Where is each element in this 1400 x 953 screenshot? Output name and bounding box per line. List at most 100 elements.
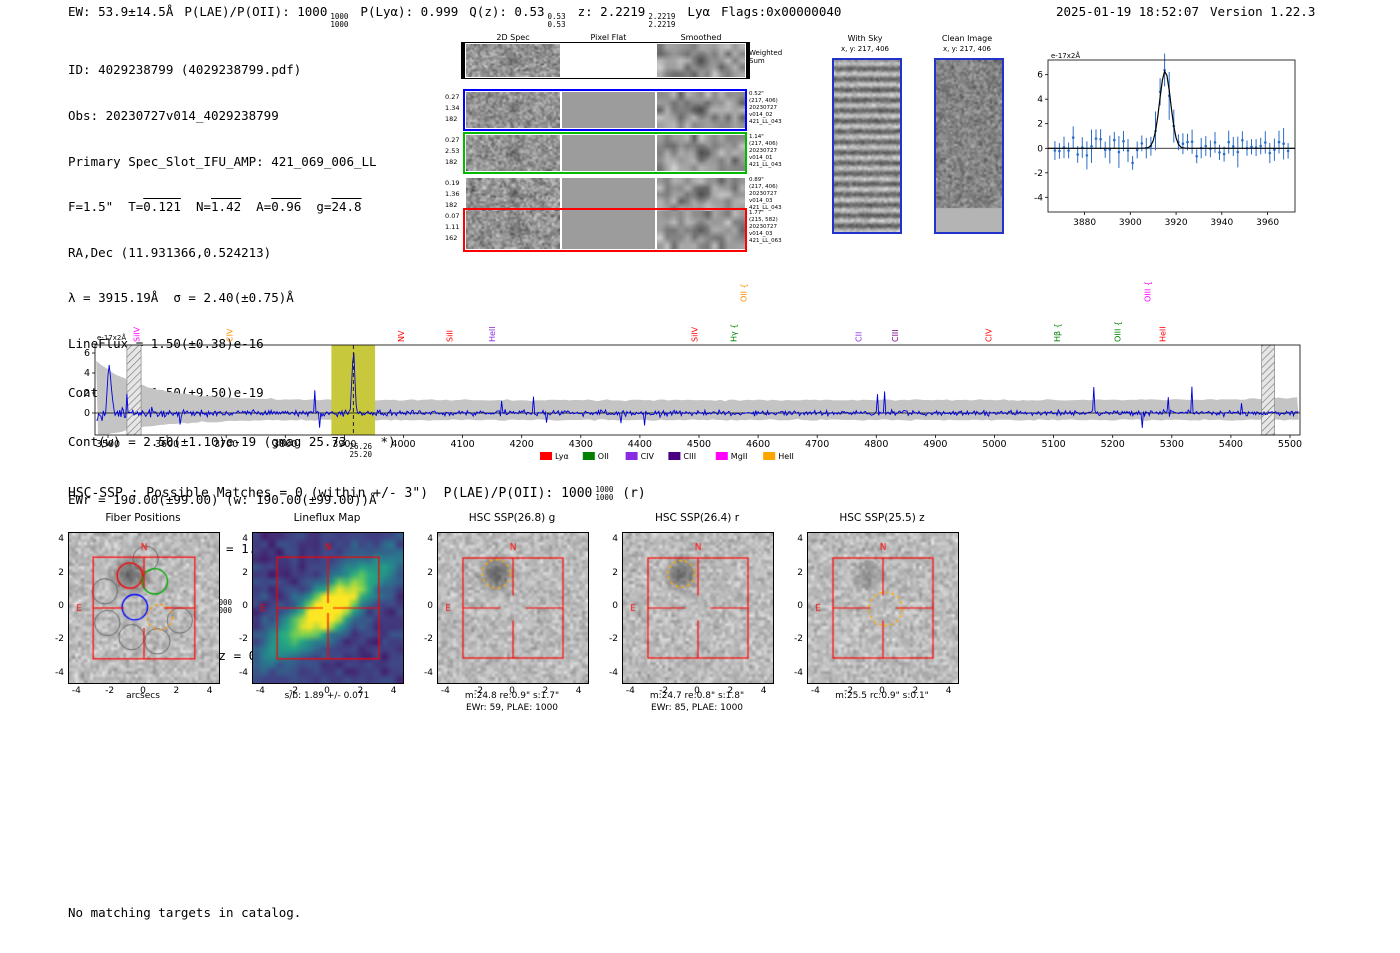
- with-sky-image: [832, 58, 902, 234]
- spec2d-fiber2-pixelflat-image: [562, 135, 655, 171]
- svg-text:3900: 3900: [1119, 218, 1142, 228]
- svg-text:5100: 5100: [1042, 439, 1066, 450]
- wavelength-sigma: λ = 3915.19Å σ = 2.40(±0.75)Å: [68, 290, 294, 306]
- cutout-xtick-label: -2: [844, 686, 854, 696]
- hsc-z-title: HSC SSP(25.5) z: [839, 512, 925, 524]
- lineflux-map-title: Lineflux Map: [293, 512, 361, 524]
- emission-line-label: CIII: [891, 329, 900, 342]
- clean-image: [934, 58, 1004, 234]
- clean-image-xy: x, y: 217, 406: [943, 45, 991, 53]
- full-spectrum-plot: 0 2 4 6 3500 3600 3700 3800 3900 4000 4100 4200 4300…: [60, 268, 1350, 468]
- emission-line-label: SiIV: [690, 326, 699, 342]
- cutout-ytick-label: 4: [427, 534, 433, 545]
- svg-text:4300: 4300: [569, 439, 593, 450]
- hsc-g-ewr-caption: EWr: 59, PLAE: 1000: [465, 703, 559, 713]
- svg-text:4100: 4100: [451, 439, 475, 450]
- cutout-ytick-label: 2: [242, 567, 248, 578]
- spectrum-legend: Lyα OII CIV CIII MgII HeII: [540, 452, 794, 461]
- svg-text:e-17x2Å: e-17x2Å: [97, 333, 126, 342]
- cutout-ytick-label: 4: [797, 534, 803, 545]
- cutout-xtick-label: 4: [945, 686, 952, 696]
- col-header-pixel-flat: Pixel Flat: [590, 33, 627, 42]
- cutout-xtick-label: 0: [324, 686, 330, 696]
- cutout-ytick-label: 2: [427, 567, 433, 578]
- svg-text:3940: 3940: [1210, 218, 1233, 228]
- report-version: Version 1.22.3: [1210, 4, 1316, 19]
- svg-text:3700: 3700: [214, 439, 238, 450]
- svg-text:3900: 3900: [332, 439, 356, 450]
- emission-line-label: CIV: [985, 328, 994, 342]
- plae-range: 1000 1000: [330, 12, 349, 29]
- cutout-xtick-label: 4: [760, 686, 767, 696]
- emission-line-label: OII {: [739, 283, 748, 302]
- cutout-xtick-label: 2: [542, 686, 549, 696]
- hsc-r-caption: m:24.7 re:0.8" s:1.8": [649, 691, 745, 701]
- flags-value: Flags:0x00000040: [721, 4, 842, 19]
- cutout-ytick-label: -4: [424, 667, 433, 678]
- ra-dec: RA,Dec (11.931366,0.524213): [68, 244, 272, 260]
- fiber2-meta: 1.14" (217, 406) 20230727 v014_01 421_LL…: [749, 134, 782, 168]
- svg-text:5200: 5200: [1101, 439, 1125, 450]
- emission-line-label: CII: [855, 332, 864, 342]
- fiber1-weights: 0.27 1.34 182: [445, 93, 460, 123]
- header-datetime-line: 2025-01-19 18:52:07 Version 1.22.3: [1056, 4, 1315, 19]
- emission-line-label: Hβ {: [1053, 323, 1062, 342]
- svg-text:3600: 3600: [155, 439, 179, 450]
- blank-row-note: Row intentionally blank.: [68, 952, 301, 953]
- cutout-ytick-label: 0: [58, 601, 64, 611]
- cont-w-value: Cont(w) = 2.50(±1.10)e-19 (gmag 25.73 26.…: [68, 434, 396, 459]
- emission-line-label: OIII {: [1144, 281, 1153, 302]
- cutout-ytick-label: 4: [58, 534, 64, 545]
- svg-text:4: 4: [1037, 95, 1043, 105]
- svg-text:6: 6: [1037, 71, 1043, 81]
- p-lya-value: P(Lyα): 0.999: [360, 4, 459, 19]
- svg-text:5500: 5500: [1278, 439, 1302, 450]
- cutout-ytick-label: -2: [609, 634, 618, 645]
- cutout-ytick-label: -2: [55, 634, 64, 645]
- fiber-positions-title: Fiber Positions: [105, 512, 181, 524]
- cutout-ytick-label: -4: [794, 667, 803, 678]
- svg-text:3800: 3800: [273, 439, 297, 450]
- hsc-r-title: HSC SSP(26.4) r: [654, 512, 740, 524]
- cutout-xtick-label: -4: [440, 686, 450, 696]
- cutout-xtick-label: -2: [474, 686, 484, 696]
- emission-line-label: OIII {: [1113, 321, 1122, 342]
- svg-text:4500: 4500: [687, 439, 711, 450]
- cutout-xtick-label: 0: [879, 686, 885, 696]
- cutout-xtick-label: 2: [727, 686, 734, 696]
- svg-text:HeII: HeII: [778, 452, 794, 461]
- emission-line-label: HeII: [1158, 326, 1167, 342]
- emission-line-label: SiII: [446, 330, 455, 342]
- svg-text:MgII: MgII: [731, 452, 748, 461]
- cutout-ytick-label: 0: [427, 601, 433, 611]
- emission-line-label: SiIV: [132, 326, 141, 342]
- hsc-plae-range: 1000 1000: [595, 485, 614, 502]
- spec2d-fiber1-smoothed-image: [657, 92, 745, 128]
- hsc-g-title: HSC SSP(26.8) g: [468, 512, 556, 524]
- ewr-value: EWr = 190.00(±99.00) (w: 190.00(±99.00))…: [68, 492, 377, 508]
- svg-text:0: 0: [84, 408, 90, 419]
- col-header-smoothed: Smoothed: [680, 33, 722, 42]
- plae2-range: 1000 1000: [214, 598, 233, 615]
- fiber4-weights: 0.07 1.11 162: [445, 212, 460, 242]
- spec2d-weighted-2dspec-image: [466, 44, 560, 77]
- with-sky-xy: x, y: 217, 406: [841, 45, 889, 53]
- svg-text:-2: -2: [1034, 169, 1043, 179]
- svg-text:3500: 3500: [96, 439, 120, 450]
- cutout-xtick-label: 4: [206, 686, 213, 696]
- cutout-ytick-label: -4: [609, 667, 618, 678]
- fiber-positions-xlabel: arcsecs: [126, 691, 160, 701]
- lineflux-value: LineFlux = 1.50(±0.38)e-16: [68, 336, 264, 352]
- footer-notes: No matching targets in catalog. Row inte…: [68, 874, 301, 953]
- spec2d-fiber3-2dspec-image: [466, 178, 560, 211]
- spec2d-fiber1-pixelflat-image: [562, 92, 655, 128]
- spec2d-weighted-smoothed-image: [657, 44, 745, 77]
- clean-image-title: Clean Image: [941, 34, 993, 43]
- cutout-xtick-label: 4: [575, 686, 582, 696]
- report-datetime: 2025-01-19 18:52:07: [1056, 4, 1199, 19]
- cutout-ytick-label: -2: [424, 634, 433, 645]
- emission-line-label: NV: [397, 330, 406, 342]
- qz-value: Q(z): 0.53 0.53 0.53: [469, 4, 566, 29]
- spec2d-fiber1-2dspec-image: [466, 92, 560, 128]
- cutout-xtick-label: 2: [357, 686, 364, 696]
